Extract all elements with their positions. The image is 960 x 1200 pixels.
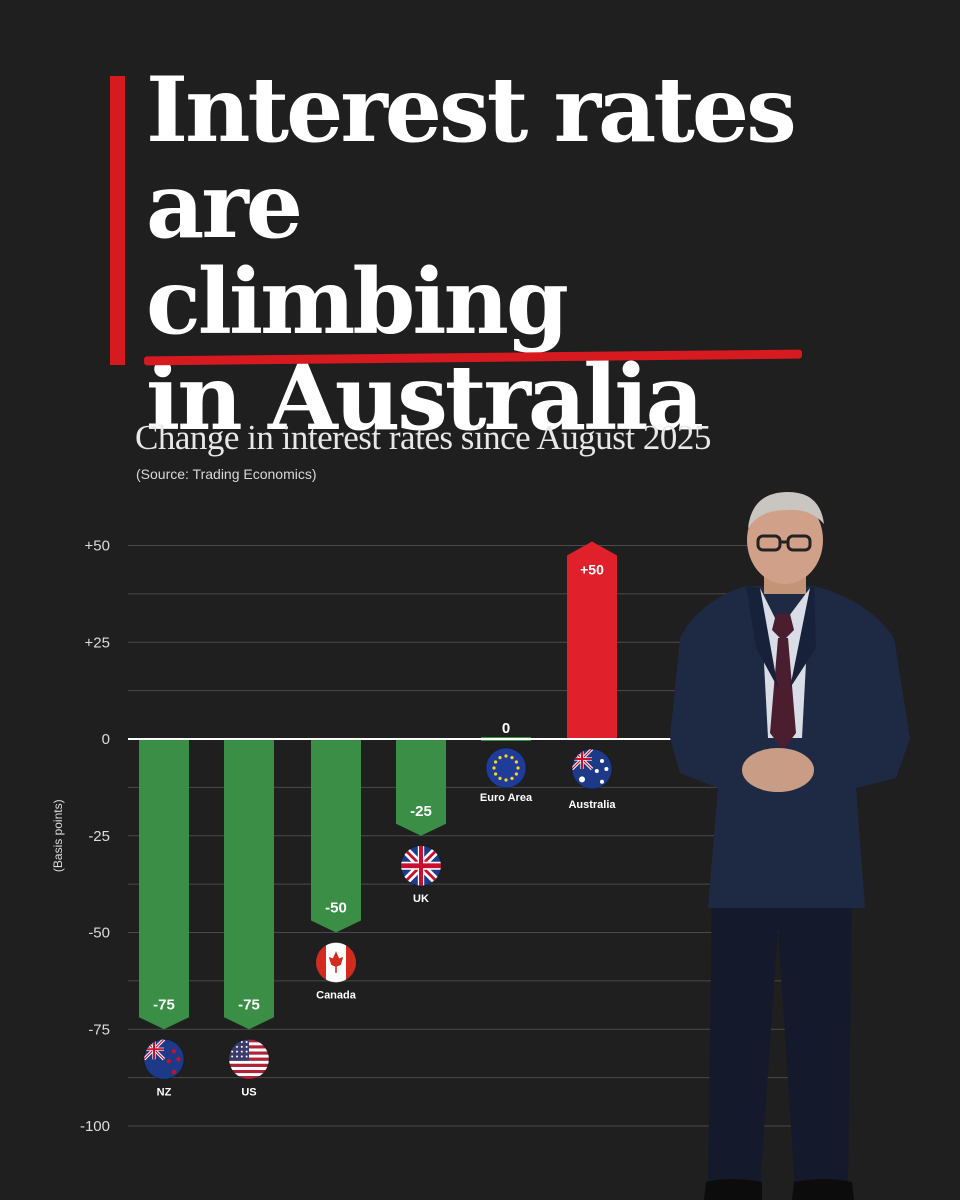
headline-accent-bar — [110, 76, 125, 365]
australia-flag-icon — [571, 748, 613, 790]
headline: Interest rates are climbing in Australia — [143, 57, 802, 451]
united-kingdom-flag-icon — [400, 845, 442, 887]
y-tick-label: -75 — [88, 1021, 110, 1038]
person-photo — [670, 492, 910, 1200]
category-label: Euro Area — [480, 792, 533, 804]
category-label: US — [241, 1086, 256, 1098]
data-label: +50 — [580, 562, 604, 578]
data-label: -25 — [410, 803, 432, 820]
y-axis-label: (Basis points) — [51, 799, 65, 872]
new-zealand-flag-icon — [143, 1038, 185, 1080]
european-union-flag-icon — [485, 747, 527, 789]
data-label: -50 — [325, 900, 347, 917]
bar-chart: -75 NZ -75 US -50 Canada -25 UK 0 Euro Area +50 Aus… — [51, 538, 798, 1135]
canada-flag-icon — [315, 942, 357, 983]
y-tick-label: +25 — [85, 634, 110, 651]
data-label: 0 — [502, 720, 510, 737]
y-tick-label: -100 — [80, 1118, 110, 1135]
person-figure — [670, 492, 910, 1200]
headline-line-2: are climbing — [143, 158, 802, 366]
data-label: -75 — [153, 996, 175, 1013]
bar-canada — [311, 739, 361, 933]
bar-nz — [139, 739, 189, 1030]
headline-line-3: in Australia — [146, 345, 704, 451]
y-tick-label: 0 — [102, 731, 110, 748]
category-label: UK — [413, 893, 429, 905]
category-label: Canada — [316, 990, 357, 1002]
united-states-flag-icon — [228, 1038, 270, 1080]
headline-line-2-prefix: are — [146, 153, 303, 259]
category-label: Australia — [568, 799, 616, 811]
chart-source: (Source: Trading Economics) — [136, 466, 317, 482]
y-tick-label: -25 — [88, 828, 110, 845]
chart-subtitle: Change in interest rates since August 20… — [135, 418, 711, 457]
bar-uk — [396, 739, 446, 836]
y-tick-label: +50 — [85, 538, 110, 555]
y-tick-label: -50 — [88, 925, 110, 942]
data-label: -75 — [238, 996, 260, 1013]
category-label: NZ — [157, 1086, 172, 1098]
headline-emphasis: climbing — [143, 254, 802, 366]
headline-line-1: Interest rates — [146, 57, 797, 163]
bar-australia — [567, 541, 617, 739]
bar-us — [224, 739, 274, 1030]
